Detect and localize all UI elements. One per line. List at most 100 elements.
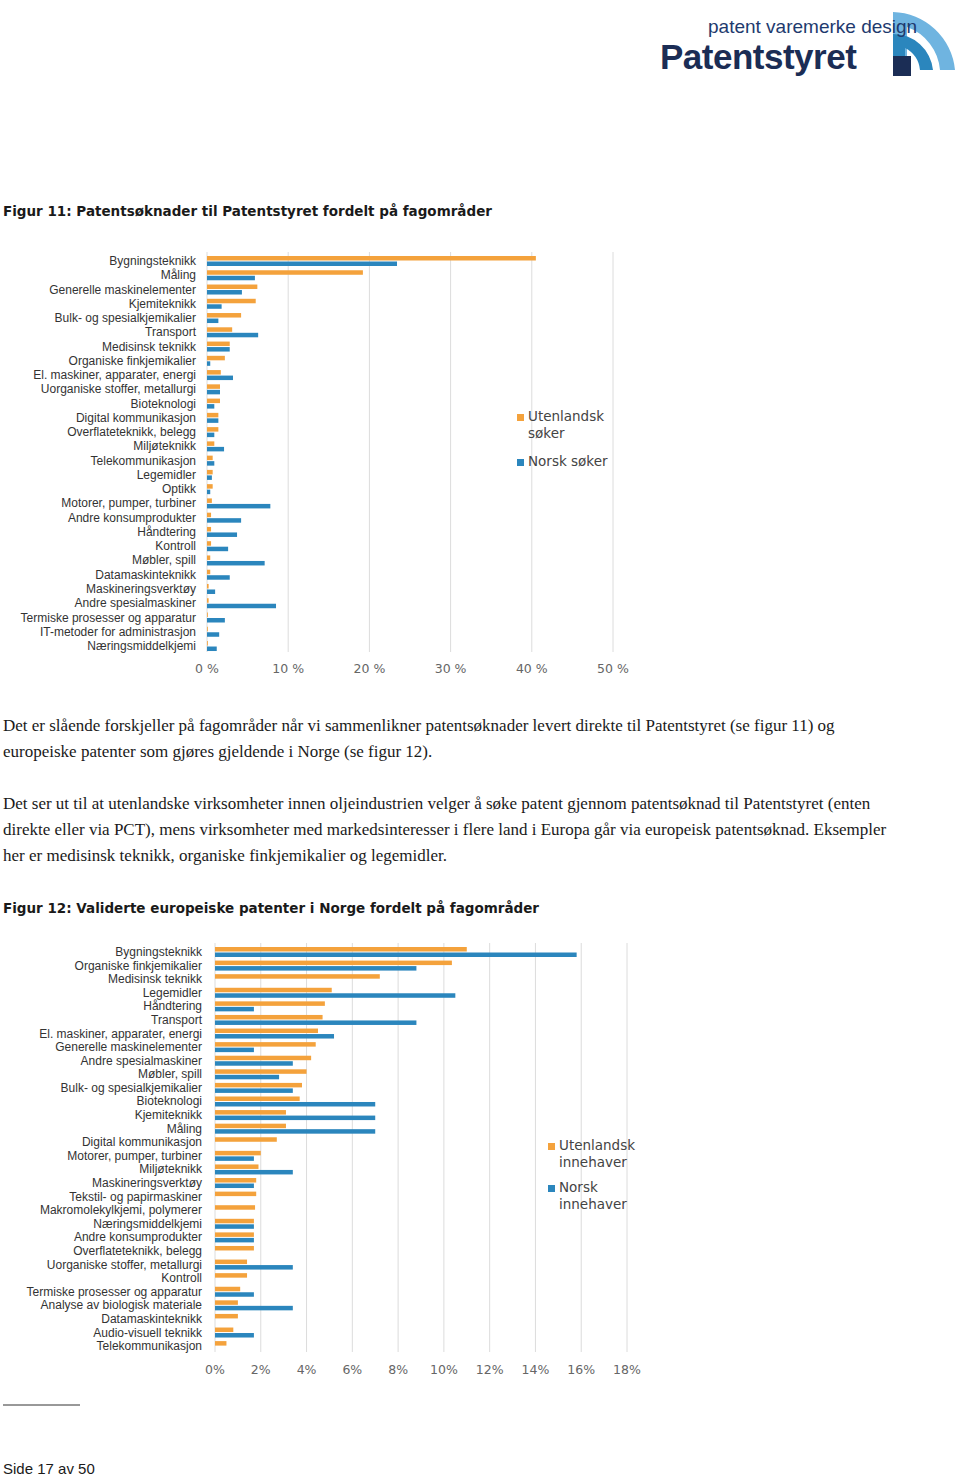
category-label: Uorganiske stoffer, metallurgi	[41, 382, 196, 396]
figure-title: Figur 12: Validerte europeiske patenter …	[3, 900, 539, 916]
bar	[207, 561, 265, 566]
bar	[215, 1260, 247, 1265]
bar	[207, 347, 230, 352]
grid-line	[443, 943, 444, 1352]
bar	[207, 376, 233, 381]
bar	[215, 1164, 258, 1169]
bar	[215, 1088, 293, 1093]
tick-label: 4%	[297, 1362, 317, 1377]
bar	[207, 418, 218, 423]
chart: 0%2%4%6%8%10%12%14%16%18%Bygningsteknikk…	[27, 943, 641, 1377]
chart: 0 %10 %20 %30 %40 %50 %BygningsteknikkMå…	[21, 252, 629, 676]
category-label: Bygningsteknikk	[115, 945, 203, 959]
bar	[215, 1096, 300, 1101]
category-label: Termiske prosesser og apparatur	[21, 611, 196, 625]
bar	[207, 555, 210, 560]
bar	[215, 1224, 254, 1229]
category-label: El. maskiner, apparater, energi	[33, 368, 196, 382]
tick-label: 8%	[388, 1362, 408, 1377]
bar	[215, 1333, 254, 1338]
bar	[215, 1292, 254, 1297]
bar	[207, 427, 218, 432]
category-label: Tekstil- og papirmaskiner	[69, 1190, 202, 1204]
bars	[215, 947, 577, 1346]
category-label: Håndtering	[137, 525, 196, 539]
grid-line	[288, 252, 289, 652]
page-graphics: 0 %10 %20 %30 %40 %50 %BygningsteknikkMå…	[0, 0, 960, 1478]
category-label: Andre konsumprodukter	[68, 511, 196, 525]
tick-label: 30 %	[435, 661, 467, 676]
grid-line	[369, 252, 370, 652]
category-label: Overflateteknikk, belegg	[73, 1244, 202, 1258]
bar	[207, 304, 222, 309]
bar	[215, 1265, 293, 1270]
logo-block	[893, 56, 911, 76]
category-label: El. maskiner, apparater, energi	[39, 1027, 202, 1041]
bar	[207, 327, 232, 332]
category-label: Overflateteknikk, belegg	[67, 425, 196, 439]
tick-label: 18%	[613, 1362, 641, 1377]
bar	[207, 299, 256, 304]
tick-label: 10 %	[272, 661, 304, 676]
bar	[207, 356, 225, 361]
grid-line	[450, 252, 451, 652]
bar	[207, 447, 224, 452]
category-label: Audio-visuell teknikk	[93, 1326, 203, 1340]
category-label: Organiske finkjemikalier	[69, 354, 196, 368]
category-label: Håndtering	[143, 999, 202, 1013]
bar	[215, 1048, 254, 1053]
footnote-rule	[3, 1405, 80, 1406]
bar	[215, 1020, 416, 1024]
tick-label: 16%	[567, 1362, 595, 1377]
figure-title: Figur 11: Patentsøknader til Patentstyre…	[3, 203, 492, 219]
bar	[207, 527, 211, 532]
bar	[215, 1116, 375, 1121]
bar	[215, 1211, 216, 1216]
bar	[207, 484, 213, 489]
bar	[207, 384, 220, 389]
bar	[215, 1219, 254, 1224]
category-label: Transport	[151, 1013, 203, 1027]
bar	[207, 498, 212, 503]
category-label: Legemidler	[143, 986, 202, 1000]
tick-label: 6%	[342, 1362, 362, 1377]
bar	[215, 1300, 238, 1305]
bar	[215, 953, 577, 958]
bar	[207, 575, 230, 580]
bar	[207, 456, 213, 461]
bar	[207, 256, 536, 261]
category-label: Digital kommunikasjon	[76, 411, 196, 425]
legend-label: Utenlandskinnehaver	[559, 1137, 635, 1170]
bar	[215, 1238, 254, 1243]
bar	[207, 470, 213, 475]
bar	[215, 1251, 216, 1256]
category-label: Næringsmiddelkjemi	[93, 1217, 202, 1231]
category-label: Kontroll	[155, 539, 196, 553]
grid-line	[398, 943, 399, 1352]
page-number: Side 17 av 50	[3, 1460, 95, 1477]
category-label: Måling	[167, 1122, 202, 1136]
category-label: Kjemiteknikk	[135, 1108, 203, 1122]
category-label: Møbler, spill	[138, 1067, 202, 1081]
bar	[215, 1151, 261, 1156]
bar	[207, 399, 220, 404]
bar	[215, 974, 380, 979]
bar	[215, 1279, 216, 1284]
category-label: Generelle maskinelementer	[49, 283, 196, 297]
tick-label: 40 %	[516, 661, 548, 676]
bar	[207, 504, 270, 509]
bar	[207, 342, 230, 347]
bar	[215, 1007, 254, 1012]
category-label: Næringsmiddelkjemi	[87, 639, 196, 653]
category-label: Bulk- og spesialkjemikalier	[55, 311, 196, 325]
bar	[207, 627, 208, 632]
tick-label: 2%	[251, 1362, 271, 1377]
bar	[207, 262, 397, 267]
category-label: Bulk- og spesialkjemikalier	[61, 1081, 202, 1095]
bar	[215, 993, 455, 998]
paragraph: Det er slående forskjeller på fagområder…	[3, 713, 903, 765]
bar	[215, 1197, 216, 1202]
bar	[215, 1232, 254, 1237]
bar	[207, 513, 211, 518]
category-label: Miljøteknikk	[139, 1162, 203, 1176]
